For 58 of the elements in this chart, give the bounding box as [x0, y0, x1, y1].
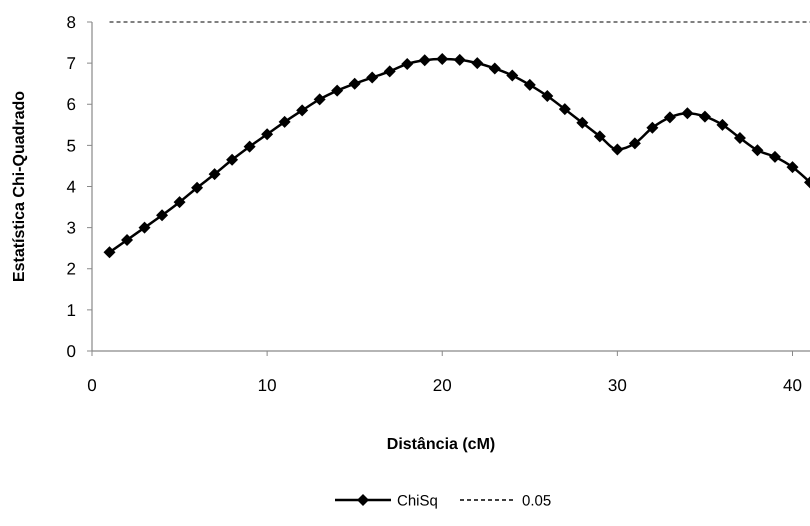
point [768, 150, 781, 163]
point [174, 196, 186, 208]
y-tick-label: 5 [66, 136, 76, 156]
point [506, 69, 518, 82]
point [524, 78, 536, 91]
point [314, 93, 326, 106]
point [366, 72, 378, 84]
y-tick-label: 1 [66, 300, 76, 320]
x-axis-title: Distância (cM) [386, 436, 496, 453]
point [104, 246, 116, 258]
point [734, 132, 746, 144]
legend-label: 0.05 [522, 492, 552, 510]
point [576, 116, 588, 129]
x-tick-label: 40 [783, 376, 802, 395]
point [716, 118, 728, 131]
point [646, 122, 658, 134]
point [418, 54, 431, 66]
y-tick-label: 4 [66, 177, 76, 196]
point [296, 104, 308, 116]
x-tick-label: 30 [608, 376, 627, 395]
point [348, 78, 361, 90]
x-tick-label: 10 [258, 376, 277, 395]
y-tick-label: 0 [66, 342, 76, 361]
point [244, 140, 256, 153]
point [471, 57, 484, 70]
point [331, 84, 344, 97]
point [786, 161, 798, 174]
point [664, 111, 676, 124]
point [454, 54, 466, 66]
point [558, 103, 571, 116]
point [436, 53, 448, 66]
y-tick-label: 3 [66, 218, 76, 238]
y-tick-label: 6 [66, 95, 76, 114]
point [278, 116, 291, 128]
point [121, 234, 134, 246]
point [751, 144, 764, 156]
x-tick-label: 20 [432, 376, 452, 395]
y-tick-label: 2 [66, 260, 76, 279]
point [226, 154, 238, 166]
y-tick-label: 8 [66, 12, 76, 32]
point [594, 130, 606, 142]
point [156, 209, 168, 222]
legend-label: ChiSq [397, 492, 438, 510]
point [681, 107, 694, 120]
point [611, 143, 624, 156]
point [401, 58, 414, 70]
x-tick-label: 0 [87, 376, 97, 395]
point [384, 65, 396, 78]
point [541, 90, 554, 102]
point [698, 110, 711, 123]
y-tick-label: 7 [66, 54, 76, 74]
point [488, 62, 501, 74]
point [628, 137, 641, 150]
y-axis-title: Estatística Chi-Quadrado [11, 90, 28, 282]
point [208, 168, 221, 180]
point [138, 222, 151, 234]
point [191, 182, 204, 194]
point [261, 128, 274, 140]
